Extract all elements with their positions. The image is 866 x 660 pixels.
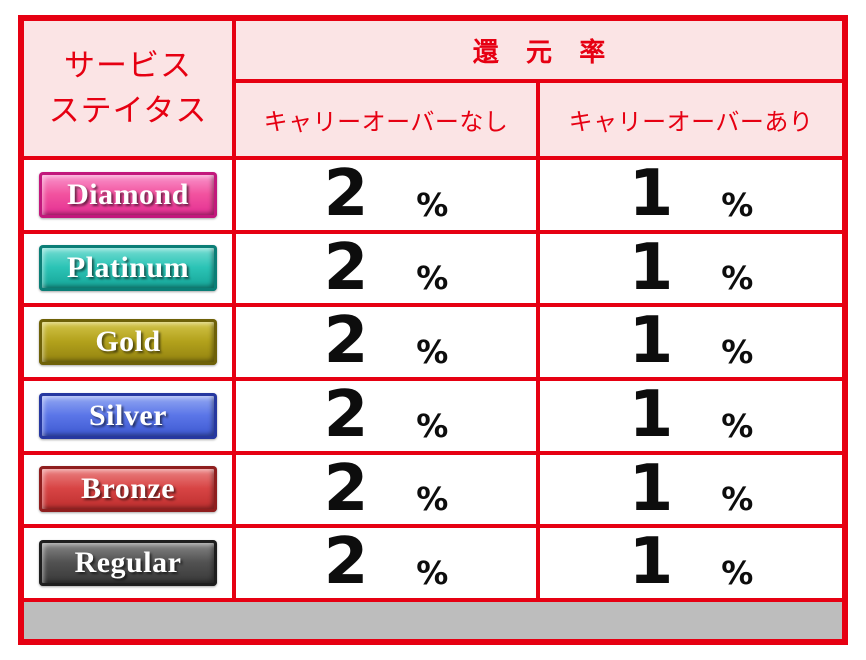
rate-value-with-carryover: 1: [628, 451, 674, 526]
rate-value-with-carryover: 1: [628, 230, 674, 305]
rate-cell-no-carryover: 2 %: [236, 307, 536, 377]
percent-sign: %: [416, 259, 449, 298]
rate-cell-with-carryover: 1 %: [540, 230, 842, 305]
table-row-tier-cell: Platinum: [24, 233, 232, 304]
rate-value-no-carryover: 2: [323, 304, 369, 379]
rate-value-no-carryover: 2: [323, 156, 369, 231]
rate-value-no-carryover: 2: [323, 451, 369, 526]
percent-sign: %: [721, 259, 754, 298]
rate-value-with-carryover: 1: [628, 156, 674, 231]
rate-cell-no-carryover: 2 %: [236, 160, 536, 230]
rate-value-no-carryover: 2: [323, 377, 369, 452]
rate-cell-with-carryover: 1 %: [540, 451, 842, 526]
table-row-tier-cell: Gold: [24, 307, 232, 377]
rate-value-with-carryover: 1: [628, 377, 674, 452]
rate-cell-with-carryover: 1 %: [540, 307, 842, 377]
reward-rate-table: サービス ステイタス 還 元 率 キャリーオーバーなし キャリーオーバーあり D…: [18, 15, 848, 645]
percent-sign: %: [416, 185, 449, 224]
rate-value-with-carryover: 1: [628, 304, 674, 379]
rate-value-no-carryover: 2: [323, 525, 369, 600]
table-row-tier-cell: Regular: [24, 528, 232, 598]
header-col-with-carryover: キャリーオーバーあり: [540, 83, 842, 156]
rate-cell-with-carryover: 1 %: [540, 377, 842, 452]
percent-sign: %: [416, 332, 449, 371]
header-col-no-carryover: キャリーオーバーなし: [236, 83, 536, 156]
percent-sign: %: [416, 553, 449, 592]
tier-badge-regular: Regular: [39, 540, 217, 587]
tier-badge-bronze: Bronze: [39, 466, 217, 513]
table-row-tier-cell: Bronze: [24, 454, 232, 525]
table-row-tier-cell: Diamond: [24, 160, 232, 230]
header-rate-title: 還 元 率: [236, 21, 842, 79]
tier-badge-diamond: Diamond: [39, 171, 217, 218]
tier-badge-silver: Silver: [39, 392, 217, 439]
rate-cell-no-carryover: 2 %: [236, 528, 536, 598]
percent-sign: %: [721, 406, 754, 445]
footer-bar: [24, 601, 842, 639]
rate-cell-no-carryover: 2 %: [236, 230, 536, 305]
percent-sign: %: [721, 332, 754, 371]
tier-badge-platinum: Platinum: [39, 245, 217, 292]
rate-cell-no-carryover: 2 %: [236, 451, 536, 526]
percent-sign: %: [721, 185, 754, 224]
percent-sign: %: [416, 406, 449, 445]
tier-badge-gold: Gold: [39, 319, 217, 366]
rate-value-no-carryover: 2: [323, 230, 369, 305]
percent-sign: %: [721, 553, 754, 592]
percent-sign: %: [416, 480, 449, 519]
header-service-status: サービス ステイタス: [24, 21, 232, 156]
rate-value-with-carryover: 1: [628, 525, 674, 600]
rate-cell-with-carryover: 1 %: [540, 528, 842, 598]
header-service-status-line1: サービス: [64, 47, 192, 83]
table-row-tier-cell: Silver: [24, 380, 232, 451]
percent-sign: %: [721, 480, 754, 519]
rate-cell-no-carryover: 2 %: [236, 377, 536, 452]
rate-cell-with-carryover: 1 %: [540, 160, 842, 230]
header-service-status-line2: ステイタス: [48, 92, 208, 128]
